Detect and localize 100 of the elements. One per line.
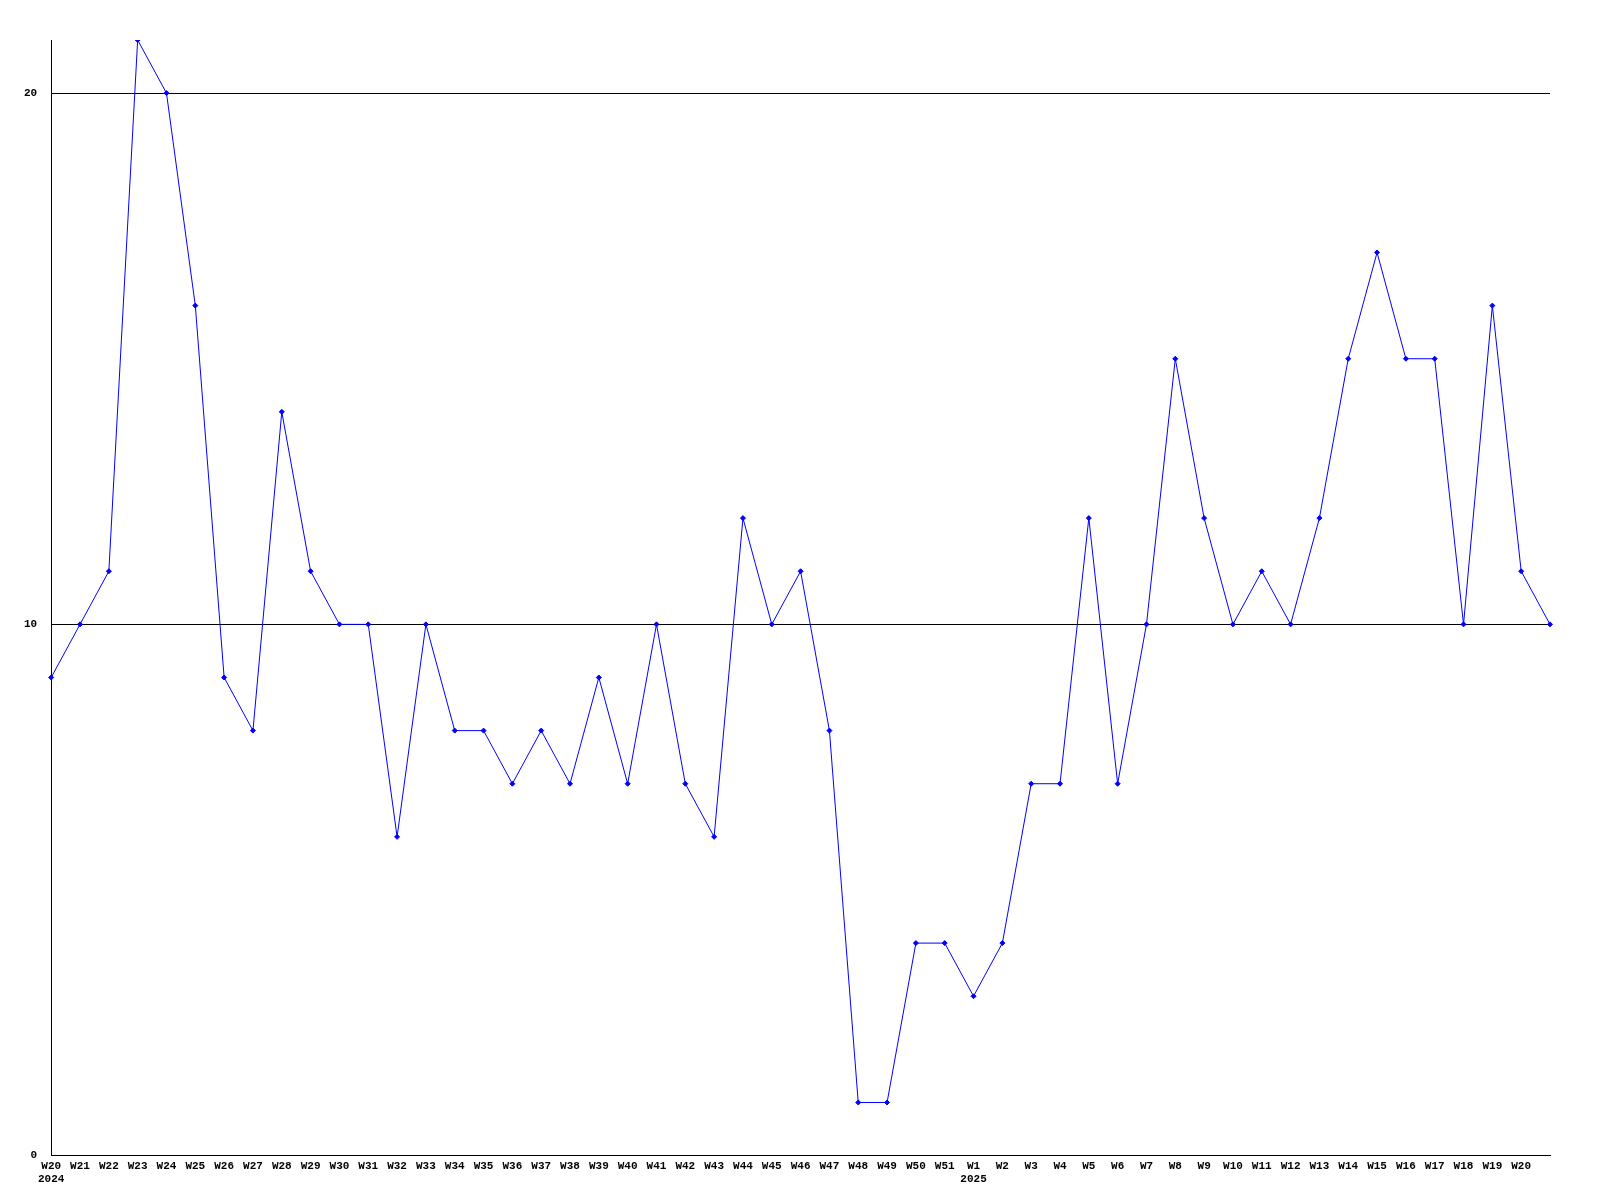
x-tick-label: W25 [185,1159,206,1172]
x-tick-label: W50 [905,1159,926,1172]
x-tick-label: W4 [1053,1159,1068,1172]
point [1374,249,1381,256]
x-tick-label: W18 [1453,1159,1474,1172]
x-tick-label: W22 [98,1159,119,1172]
point [912,940,919,947]
x-tick-label: W23 [127,1159,148,1172]
point [768,621,775,628]
point [394,833,401,840]
point [1143,621,1150,628]
x-tick-label: W37 [531,1159,552,1172]
x-tick-label: W28 [271,1159,293,1172]
point [77,621,84,628]
point [1489,302,1496,309]
x-tick-label: W32 [387,1159,407,1172]
x-tick-label: W12 [1280,1159,1301,1172]
x-tick-label: W1 2025 [960,1159,988,1186]
point [711,833,718,840]
x-tick-label: W2 [995,1159,1009,1172]
point [970,993,977,1000]
x-tick-label: W39 [588,1159,609,1172]
x-tick-label: W33 [416,1159,437,1172]
x-tick-label: W34 [444,1159,466,1172]
x-tick-label: W49 [877,1159,897,1172]
point [1460,621,1467,628]
x-tick-label: W40 [617,1159,638,1172]
point [595,674,602,681]
point [855,1099,862,1106]
point [826,727,833,734]
point [941,940,948,947]
point [1547,621,1553,628]
x-tick-label: W21 [70,1159,91,1172]
point [567,780,574,787]
point [105,568,112,575]
point [1172,355,1179,362]
x-tick-label: W51 [934,1159,956,1172]
x-tick-label: W26 [214,1159,235,1172]
x-tick-label: W13 [1309,1159,1330,1172]
y-tick-label: 10 [24,618,38,631]
point [1085,515,1092,522]
x-tick-label: W42 [675,1159,696,1172]
point [1518,568,1525,575]
point [221,674,228,681]
x-tick-label: W19 [1482,1159,1503,1172]
x-tick-label: W16 [1395,1159,1416,1172]
point [249,727,256,734]
point [538,727,545,734]
point [163,90,170,97]
point [278,408,285,415]
x-tick-label: W45 [761,1159,783,1172]
x-tick-label: W48 [848,1159,869,1172]
point [192,302,199,309]
x-tick-label: W6 [1111,1159,1125,1172]
x-tick-label: W44 [733,1159,754,1172]
point [1201,515,1208,522]
x-tick-label: W43 [704,1159,725,1172]
x-tick-label: W36 [502,1159,523,1172]
x-tick-label: W15 [1367,1159,1388,1172]
point [365,621,372,628]
point [884,1099,891,1106]
x-tick-label: W20 [1511,1159,1532,1172]
x-tick-label: W3 [1024,1159,1039,1172]
x-tick-label: W47 [819,1159,840,1172]
point [1402,355,1409,362]
point [1287,621,1294,628]
x-tick-label: W31 [358,1159,379,1172]
x-tick-label: W27 [243,1159,263,1172]
point [797,568,804,575]
x-tick-label: W38 [560,1159,581,1172]
point [1229,621,1236,628]
y-tick-label: 0 [30,1149,38,1162]
point [1258,568,1265,575]
y-tick-label: 20 [24,86,38,99]
x-tick-label: W9 [1197,1159,1211,1172]
x-tick-label: W46 [790,1159,811,1172]
x-tick-label: W29 [300,1159,321,1172]
point [451,727,458,734]
point [653,621,660,628]
x-tick-label: W41 [646,1159,667,1172]
point [307,568,314,575]
point [480,727,487,734]
point [1345,355,1352,362]
x-tick-label: W14 [1338,1159,1359,1172]
point [624,780,631,787]
point [1028,780,1035,787]
point [422,621,429,628]
point [682,780,689,787]
x-tick-label: W17 [1424,1159,1445,1172]
x-tick-label: W11 [1251,1159,1273,1172]
point [1114,780,1121,787]
point [1316,515,1323,522]
x-tick-label: W20 2024 [38,1159,65,1186]
point [48,674,55,681]
x-tick-label: W35 [473,1159,494,1172]
x-tick-label: W10 [1223,1159,1243,1172]
x-tick-label: W24 [156,1159,177,1172]
x-tick-label: W5 [1082,1159,1096,1172]
point [1431,355,1438,362]
x-tick-label: W30 [329,1159,350,1172]
